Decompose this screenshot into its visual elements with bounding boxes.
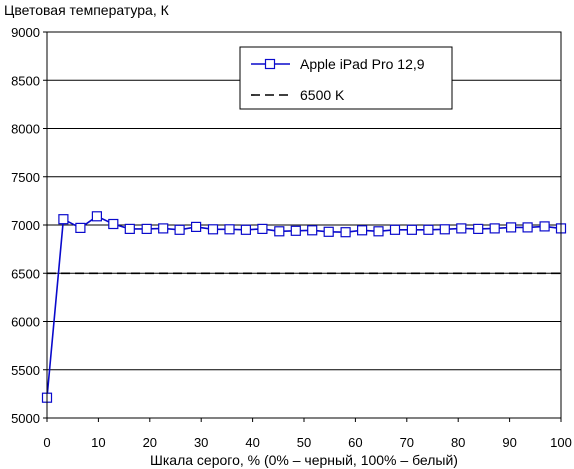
data-point [290, 225, 301, 236]
series-line-1 [46, 215, 562, 398]
data-point [373, 226, 384, 237]
x-tick-label: 80 [451, 435, 465, 450]
data-point [58, 214, 69, 225]
data-point [423, 224, 434, 235]
data-point [389, 224, 401, 235]
data-point [506, 222, 517, 233]
x-tick-label: 20 [143, 435, 157, 450]
data-point [340, 227, 351, 238]
data-point [191, 221, 202, 232]
data-point [174, 224, 185, 235]
data-point [240, 224, 251, 235]
legend-box [239, 46, 453, 110]
x-tick-label: 40 [245, 435, 259, 450]
data-point [124, 223, 135, 234]
data-point [141, 223, 152, 234]
y-axis-title: Цветовая температура, К [4, 2, 170, 18]
x-tick-labels: 0 10 20 30 40 50 60 70 80 90 100 [43, 435, 571, 450]
data-point [158, 223, 169, 234]
data-point [439, 224, 450, 235]
data-point [274, 226, 285, 237]
legend-label-series-2: 6500 K [300, 87, 345, 103]
y-tick-label: 5000 [11, 411, 40, 426]
data-point [357, 225, 368, 236]
data-point [108, 218, 119, 230]
data-point [539, 221, 550, 232]
data-point [75, 222, 86, 233]
y-tick-label: 7000 [11, 218, 40, 233]
x-tick-label: 60 [348, 435, 362, 450]
x-tick-label: 100 [550, 435, 572, 450]
data-point [91, 211, 103, 222]
data-point [473, 223, 484, 234]
data-point [307, 225, 318, 236]
y-tick-label: 6500 [11, 266, 40, 281]
data-point [224, 224, 235, 235]
data-point [406, 224, 417, 235]
y-tick-labels: 5000 5500 6000 6500 7000 7500 8000 8500 9000 [11, 25, 40, 426]
x-tick-label: 10 [91, 435, 105, 450]
data-point [207, 224, 219, 235]
y-tick-label: 8000 [11, 122, 40, 137]
x-axis-title: Шкала серого, % (0% – черный, 100% – бел… [150, 452, 458, 468]
plot-series [41, 211, 567, 403]
x-tick-label: 90 [502, 435, 516, 450]
legend: Apple iPad Pro 12,9 6500 K [239, 46, 453, 110]
x-tick-label: 0 [43, 435, 50, 450]
data-point [323, 226, 334, 237]
y-tick-label: 6000 [11, 315, 40, 330]
data-point [257, 223, 268, 234]
plot-frame [46, 31, 562, 419]
y-tick-label: 7500 [11, 170, 40, 185]
data-point [522, 222, 533, 233]
y-tick-label: 5500 [11, 363, 40, 378]
x-tick-label: 70 [400, 435, 414, 450]
legend-label-series-1: Apple iPad Pro 12,9 [300, 56, 425, 72]
x-tick-label: 30 [194, 435, 208, 450]
y-tick-label: 8500 [11, 73, 40, 88]
y-tick-label: 9000 [11, 25, 40, 40]
x-tick-label: 50 [297, 435, 311, 450]
data-point [456, 223, 467, 234]
data-point [489, 223, 500, 234]
legend-marker-series-1 [264, 58, 276, 70]
